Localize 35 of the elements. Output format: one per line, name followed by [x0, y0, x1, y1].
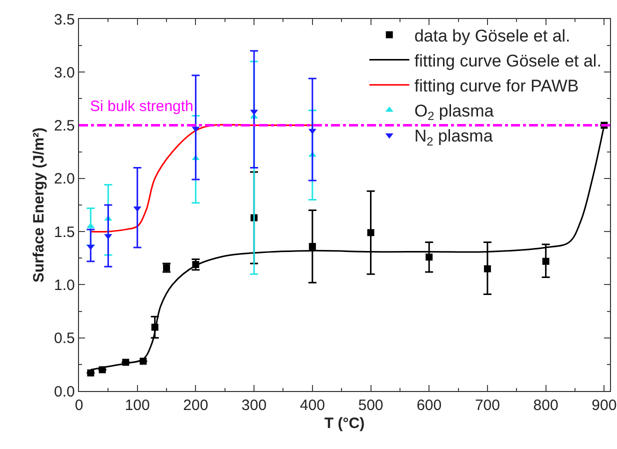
- point: [542, 258, 550, 265]
- x-tick-label: 700: [474, 397, 500, 414]
- x-tick-label: 300: [242, 397, 267, 414]
- point: [86, 222, 95, 228]
- y-tick-label: 0.0: [54, 383, 75, 400]
- y-tick-label: 1.0: [54, 276, 75, 294]
- x-tick-label: 500: [358, 397, 384, 414]
- y-tick-label: 2.0: [54, 170, 75, 188]
- y-tick-label: 3.5: [54, 11, 75, 28]
- point: [308, 128, 316, 134]
- legend-label: O$_{2}$ plasma: [414, 102, 494, 124]
- y-tick-label: 2.5: [54, 118, 75, 135]
- ref-line-label: Si bulk strength: [90, 98, 194, 115]
- point: [426, 254, 433, 261]
- legend-label: fitting curve for PAWB: [414, 76, 579, 96]
- point: [367, 229, 374, 236]
- y-tick-label: 1.5: [54, 224, 75, 241]
- legend-label: fitting curve Gösele et al.: [414, 51, 602, 70]
- legend-label: N$_{2}$ plasma: [414, 126, 494, 148]
- x-tick-label: 400: [300, 397, 325, 414]
- y-axis-title: Surface Energy (J/m²): [30, 127, 48, 283]
- point: [87, 369, 94, 376]
- point: [308, 242, 316, 250]
- x-tick-label: 800: [533, 397, 558, 414]
- x-tick-label: 600: [416, 397, 442, 414]
- y-tick-label: 0.5: [54, 330, 75, 348]
- x-axis-title: T (°C): [324, 415, 365, 432]
- point: [484, 265, 491, 272]
- x-tick-label: 0: [74, 397, 84, 414]
- y-tick-label: 3.0: [54, 64, 75, 82]
- legend-label: data by Gösele et al.: [414, 26, 570, 46]
- x-tick-label: 200: [183, 397, 208, 414]
- point: [133, 206, 142, 212]
- x-tick-label: 900: [592, 397, 617, 414]
- x-tick-label: 100: [124, 397, 150, 414]
